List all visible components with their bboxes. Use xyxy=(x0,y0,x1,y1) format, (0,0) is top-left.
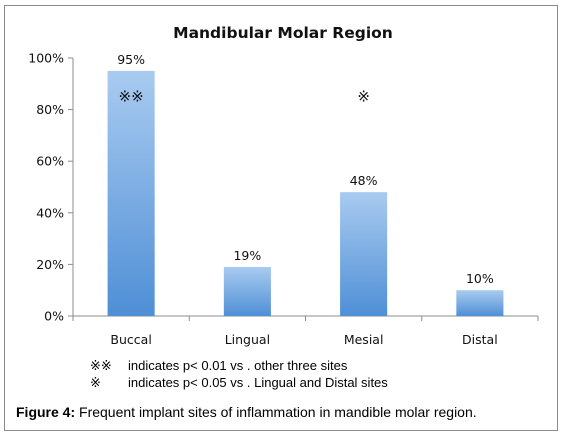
note-row-2: ※ indicates p< 0.05 vs . Lingual and Dist… xyxy=(90,375,388,391)
bar-buccal xyxy=(107,70,155,317)
bars-group: 95%19%48%10%※※ ※ xyxy=(107,52,504,317)
note-row-1: ※※ indicates p< 0.01 vs . other three sit… xyxy=(90,358,347,374)
bar-mesial xyxy=(340,192,388,316)
x-tick-label-buccal: Buccal xyxy=(110,332,151,347)
data-label-mesial: 48% xyxy=(350,173,378,188)
y-tick-label: 100% xyxy=(28,51,64,66)
note-symbol-2: ※ xyxy=(90,375,101,390)
figure-caption: Figure 4: Frequent implant sites of infl… xyxy=(16,403,477,421)
x-tick-label-lingual: Lingual xyxy=(225,332,270,347)
significance-mark-buccal: ※※ xyxy=(119,88,144,106)
y-tick-label: 0% xyxy=(44,309,64,324)
x-tick-label-mesial: Mesial xyxy=(344,332,384,347)
data-label-buccal: 95% xyxy=(117,52,145,67)
caption-text: Frequent implant sites of inflammation i… xyxy=(75,404,477,420)
data-label-lingual: 19% xyxy=(233,248,261,263)
bar-distal xyxy=(456,290,504,316)
y-tick-label: 80% xyxy=(36,102,64,117)
caption-label: Figure 4: xyxy=(16,404,76,420)
y-tick-label: 60% xyxy=(36,154,64,169)
figure-frame xyxy=(4,5,558,431)
data-label-distal: 10% xyxy=(466,271,494,286)
x-tick-label-distal: Distal xyxy=(462,332,498,347)
chart-title: Mandibular Molar Region xyxy=(173,24,393,42)
bar-lingual xyxy=(223,266,271,316)
note-text-1: indicates p< 0.01 vs . other three sites xyxy=(128,358,348,373)
chart-axes: 0% 20% 40% 60% 80% 100% Buccal Lingual Mesial Dis… xyxy=(28,51,539,347)
y-tick-label: 40% xyxy=(36,205,64,220)
y-tick-label: 20% xyxy=(36,257,64,272)
note-text-2: indicates p< 0.05 vs . Lingual and Dista… xyxy=(128,375,388,390)
note-symbol-1: ※※ xyxy=(90,358,112,373)
significance-mark-mesial: ※ xyxy=(357,88,370,106)
